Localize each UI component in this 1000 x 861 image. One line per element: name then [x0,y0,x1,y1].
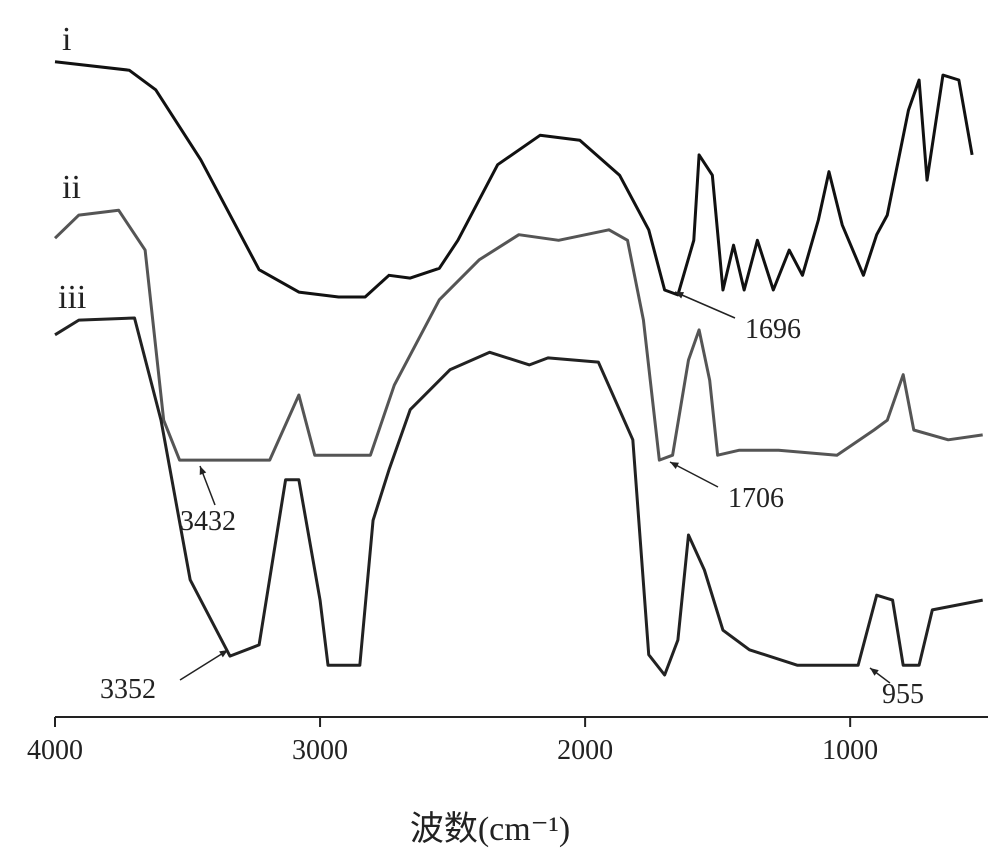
x-tick-label: 4000 [27,735,83,766]
arrow-head [670,462,679,469]
arrow-head [219,650,228,658]
spectrum-line [53,208,983,462]
spectrum-line [54,60,974,299]
series-label: i [62,21,71,58]
annotation-label: 3352 [100,674,156,705]
x-tick-label: 3000 [292,735,348,766]
series-label: iii [58,279,86,316]
arrow-head [199,466,207,475]
x-axis-label: 波数(cm⁻¹) [410,810,570,848]
annotation-label: 3432 [180,506,236,537]
annotation-arrow [674,291,736,319]
annotation-arrow [669,461,719,488]
arrow-head [870,668,879,676]
series-label: ii [62,169,81,206]
x-tick-label: 1000 [822,735,878,766]
arrow-head [675,292,684,299]
x-tick-label: 2000 [557,735,613,766]
spectrum-line [54,316,983,677]
annotation-label: 1696 [745,314,801,345]
annotation-arrow [179,649,229,681]
annotation-label: 1706 [728,483,784,514]
annotation-label: 955 [882,679,924,710]
